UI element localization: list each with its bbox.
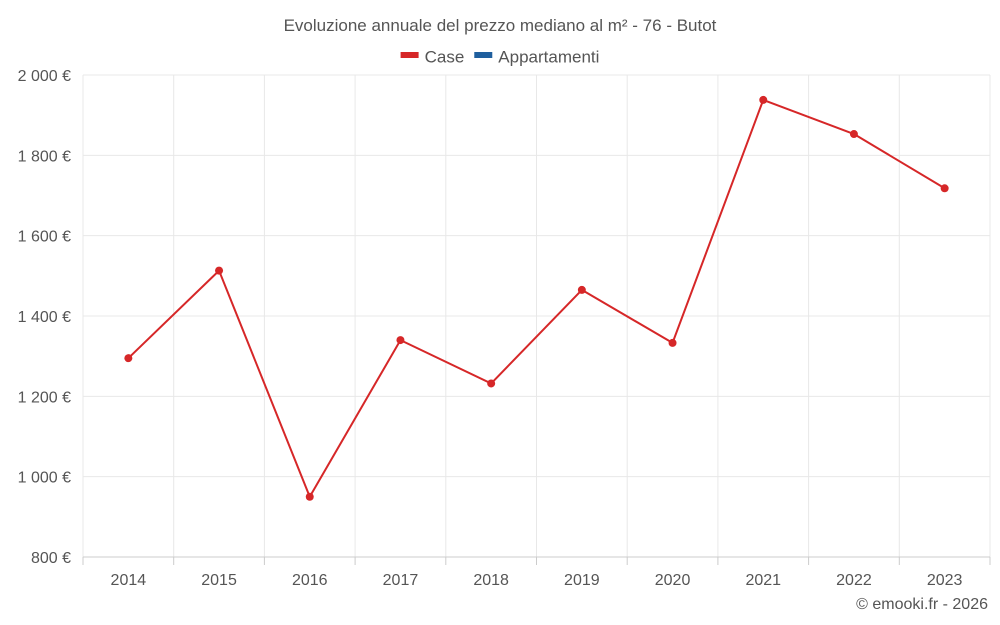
data-point[interactable] (487, 379, 496, 388)
y-tick-label: 800 € (31, 550, 71, 567)
y-tick-label: 1 800 € (18, 148, 71, 165)
x-tick-label: 2020 (655, 572, 691, 589)
x-tick-label: 2018 (473, 572, 509, 589)
y-tick-label: 1 400 € (18, 309, 71, 326)
legend-label: Appartamenti (498, 47, 599, 66)
chart-title: Evoluzione annuale del prezzo mediano al… (284, 16, 717, 35)
legend-swatch (474, 52, 493, 58)
series-layer (124, 95, 949, 501)
series-line-case (127, 98, 946, 498)
x-tick-label: 2017 (383, 572, 419, 589)
x-tick-label: 2023 (927, 572, 963, 589)
data-point[interactable] (940, 184, 949, 193)
x-tick-label: 2021 (745, 572, 781, 589)
x-tick-label: 2015 (201, 572, 237, 589)
axes: 2 000 € 1 800 € 1 600 € 1 400 € 1 200 € 1 000… (18, 68, 991, 589)
grid (82, 74, 991, 557)
data-point[interactable] (668, 338, 677, 347)
credit-text: © emooki.fr - 2026 (856, 596, 988, 613)
data-point[interactable] (759, 95, 768, 104)
y-tick-label: 2 000 € (18, 68, 71, 85)
data-point[interactable] (396, 336, 405, 345)
x-tick-label: 2016 (292, 572, 328, 589)
data-point[interactable] (305, 492, 314, 501)
legend-swatch (400, 52, 419, 58)
x-tick-label: 2019 (564, 572, 600, 589)
y-tick-label: 1 200 € (18, 389, 71, 406)
legend-label: Case (425, 47, 465, 66)
data-point[interactable] (124, 354, 133, 363)
legend-item-case[interactable]: Case (400, 47, 465, 66)
data-point[interactable] (577, 285, 586, 294)
y-tick-label: 1 600 € (18, 229, 71, 246)
legend: Case Appartamenti (400, 47, 599, 66)
data-point[interactable] (215, 266, 224, 275)
x-tick-label: 2014 (111, 572, 147, 589)
data-point[interactable] (849, 130, 858, 139)
legend-item-appartamenti[interactable]: Appartamenti (474, 47, 599, 66)
x-tick-label: 2022 (836, 572, 872, 589)
y-tick-label: 1 000 € (18, 470, 71, 487)
